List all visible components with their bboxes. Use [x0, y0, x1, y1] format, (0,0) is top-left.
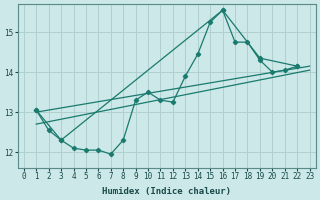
X-axis label: Humidex (Indice chaleur): Humidex (Indice chaleur) [102, 187, 231, 196]
